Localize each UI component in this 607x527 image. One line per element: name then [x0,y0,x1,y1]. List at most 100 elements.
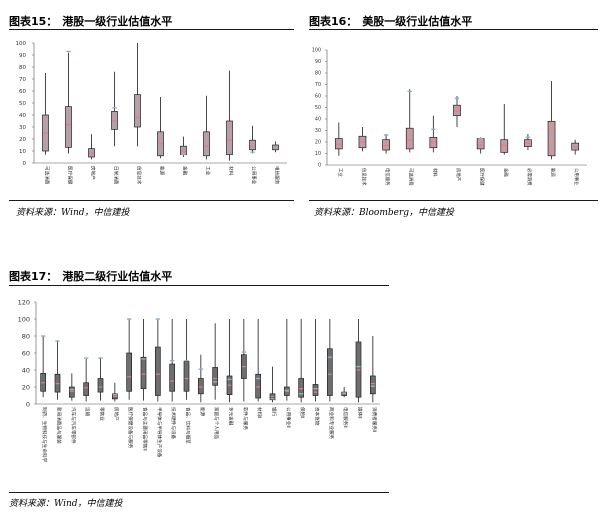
box-group-4 [405,89,414,153]
box-group-7 [476,137,485,154]
chart-17-figure-label: 图表17： [9,270,58,283]
box-group-13 [212,323,219,400]
box-group-11 [272,141,279,153]
iqr-box [369,375,376,395]
box-group-7 [126,318,133,400]
x-category-label: 公用事业 [251,166,258,185]
x-category-label: 软件与服务 [242,407,249,430]
y-tick-label: 120 [18,298,30,306]
x-category-label: 金融 [502,168,509,177]
box-group-11 [183,319,190,400]
chart-17-bottom-rule [9,492,389,493]
chart-15-bottom-rule [9,200,294,201]
box-group-22 [341,387,348,398]
iqr-box [126,352,133,392]
box-group-5 [134,43,141,147]
box-group-17 [269,366,276,403]
chart-17-title: 图表17： 港股二级行业估值水平 [9,268,172,284]
iqr-box [83,382,90,396]
x-category-label: 银行 [271,407,278,417]
y-tick-label: 60 [315,94,321,100]
box-group-9 [524,133,532,151]
x-category-label: 公用事业 [573,168,580,186]
box-group-2 [358,127,367,152]
x-category-label: 商业和专业服务 [328,407,335,440]
x-category-label: 电信服务Ⅱ [342,407,349,428]
y-tick-label: 90 [19,53,26,59]
iqr-box [183,361,190,392]
x-category-label: 电信服务 [274,166,281,185]
y-tick-label: 20 [315,140,321,146]
iqr-box [226,120,233,155]
box-group-10 [547,81,556,160]
chart-15-figure-label: 图表15： [9,15,58,28]
x-category-label: 能源 [199,407,206,417]
iqr-box [140,356,147,390]
x-category-label: 信息技术 [136,166,143,185]
iqr-box [68,386,75,398]
box-group-6 [453,96,461,128]
iqr-box [405,127,414,150]
iqr-box [249,139,256,151]
iqr-box [88,148,95,158]
box-group-11 [571,139,580,155]
box-group-8 [140,319,147,401]
x-category-label: 工业 [337,168,344,177]
x-category-label: 家庭与个人用品 [213,407,220,440]
y-tick-label: 40 [19,113,26,119]
box-group-9 [226,70,233,161]
y-tick-label: 0 [23,161,27,167]
y-tick-label: 0 [318,163,321,169]
box-group-16 [255,319,262,402]
chart-16-figure-label: 图表16： [309,15,358,28]
y-tick-label: 100 [16,41,27,47]
x-category-label: 半导体与半导体生产设备 [156,407,163,458]
x-category-label: 技术硬件与设备 [170,407,177,440]
y-tick-label: 100 [18,315,30,323]
iqr-box [111,111,118,130]
x-category-label: 汽车与汽车零部件 [70,407,77,444]
box-group-7 [180,136,187,157]
box-group-3 [68,373,75,401]
iqr-box [203,131,210,157]
x-category-label: 食品与主要用品零售Ⅱ [142,407,149,451]
chart-17-title-text: 港股二级行业估值水平 [62,270,173,283]
box-group-4 [83,357,90,402]
x-category-label: 零售业 [99,407,106,421]
x-category-label: 能源 [159,166,166,176]
chart-15-title: 图表15： 港股一级行业估值水平 [9,13,172,29]
box-group-9 [154,318,161,402]
x-category-label: 媒体Ⅱ [357,407,364,418]
box-group-23 [355,319,362,403]
y-tick-label: 20 [19,137,26,143]
box-group-5 [97,357,104,401]
box-group-19 [298,319,305,403]
y-tick-label: 80 [315,71,321,77]
y-tick-label: 90 [315,59,321,65]
box-group-6 [157,97,164,159]
x-category-label: 日常消费 [113,166,120,185]
box-group-10 [249,125,256,154]
iqr-box [154,346,161,396]
x-category-label: 制药、生物科技与生命科学 [41,407,48,463]
box-group-15 [240,319,247,402]
y-tick-label: 60 [22,349,30,357]
box-group-10 [169,319,176,402]
y-tick-label: 0 [26,400,30,408]
x-category-label: 资本货物 [314,407,321,426]
y-tick-label: 50 [19,101,26,107]
y-tick-label: 70 [315,82,321,88]
x-category-label: 医疗保健 [479,168,486,186]
box-group-8 [203,95,210,160]
chart-16-title-text: 美股一级行业估值水平 [362,15,473,28]
iqr-box [212,367,219,386]
x-category-label: 能源 [550,168,557,177]
x-category-label: 医疗保健 [67,166,74,185]
chart-17-title-rule [9,285,389,286]
x-category-label: 材料 [431,168,438,177]
chart-16-source: 资料来源：Bloomberg，中信建投 [314,208,455,218]
box-group-1 [40,335,47,398]
x-category-label: 材料Ⅱ [256,407,263,418]
box-group-4 [111,71,118,147]
box-group-1 [334,122,343,156]
